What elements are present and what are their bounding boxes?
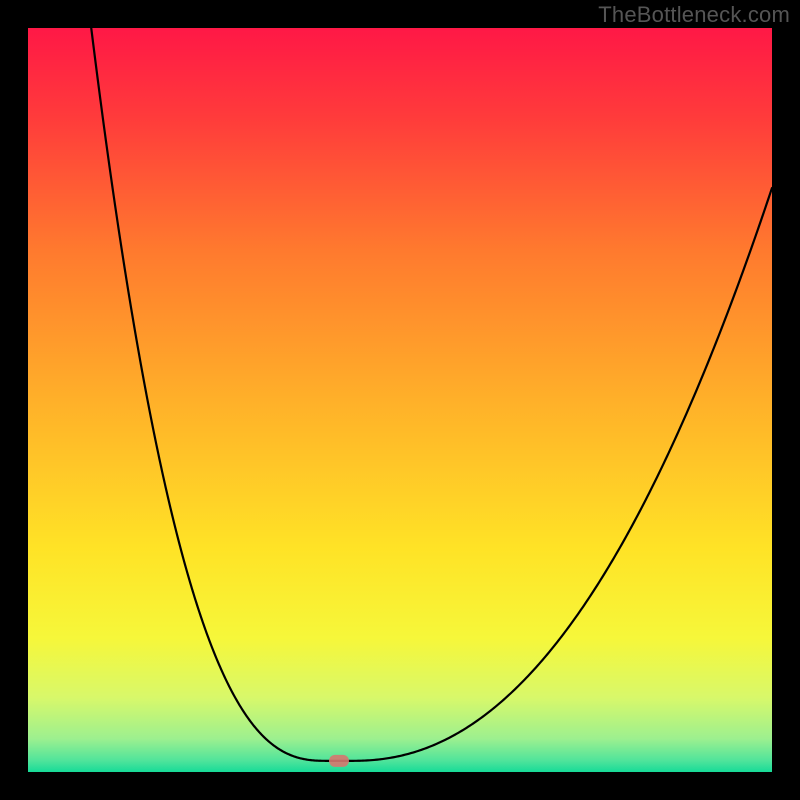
gradient-background [28, 28, 772, 772]
watermark-label: TheBottleneck.com [598, 2, 790, 28]
optimum-marker [329, 755, 349, 767]
bottleneck-chart [0, 0, 800, 800]
plot-area [28, 28, 772, 772]
chart-frame: TheBottleneck.com [0, 0, 800, 800]
